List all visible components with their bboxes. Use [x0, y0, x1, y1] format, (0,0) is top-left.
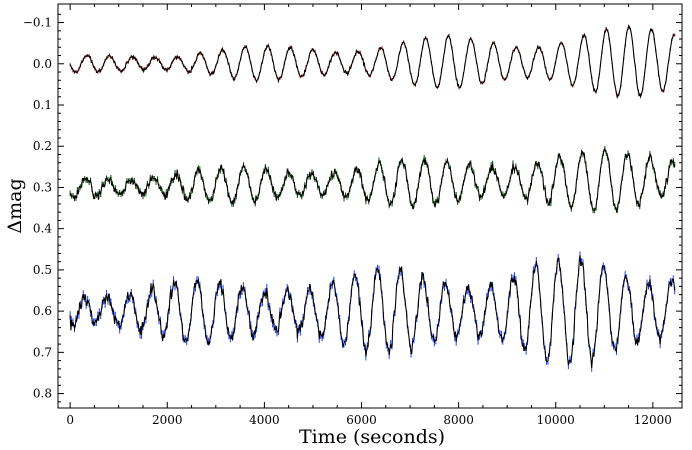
ticks-layer: 0 2000 4000 6000 8000 10000 12000 −0.1 0.0 0.1 0.2…: [23, 4, 682, 427]
series-2-line: [69, 147, 676, 214]
x-tick-label: 8000: [443, 413, 474, 427]
x-tick-label: 6000: [346, 413, 377, 427]
y-tick-label: 0.6: [33, 304, 52, 318]
y-tick-label: −0.1: [23, 16, 52, 30]
y-tick-label: 0.1: [33, 98, 52, 112]
y-tick-label: 0.0: [33, 57, 52, 71]
series-1: [69, 23, 676, 100]
series-1-line: [69, 23, 675, 100]
y-tick-label: 0.7: [33, 345, 52, 359]
x-tick-label: 0: [66, 413, 74, 427]
y-tick-label: 0.4: [33, 222, 52, 236]
plot-frame: [57, 3, 683, 409]
y-tick-label: 0.5: [33, 263, 52, 277]
series-layer: [69, 23, 676, 372]
x-tick-label: 2000: [152, 413, 183, 427]
x-tick-label: 12000: [634, 413, 672, 427]
series-3-line: [69, 255, 676, 368]
x-tick-label: 10000: [537, 413, 575, 427]
x-tick-label: 4000: [249, 413, 280, 427]
y-axis-label: Δmag: [4, 178, 26, 233]
y-tick-label: 0.8: [33, 387, 52, 401]
series-2: [69, 146, 676, 214]
y-tick-label: 0.3: [33, 180, 52, 194]
x-axis-label: Time (seconds): [299, 426, 445, 448]
y-tick-label: 0.2: [33, 139, 52, 153]
series-3: [69, 251, 676, 372]
